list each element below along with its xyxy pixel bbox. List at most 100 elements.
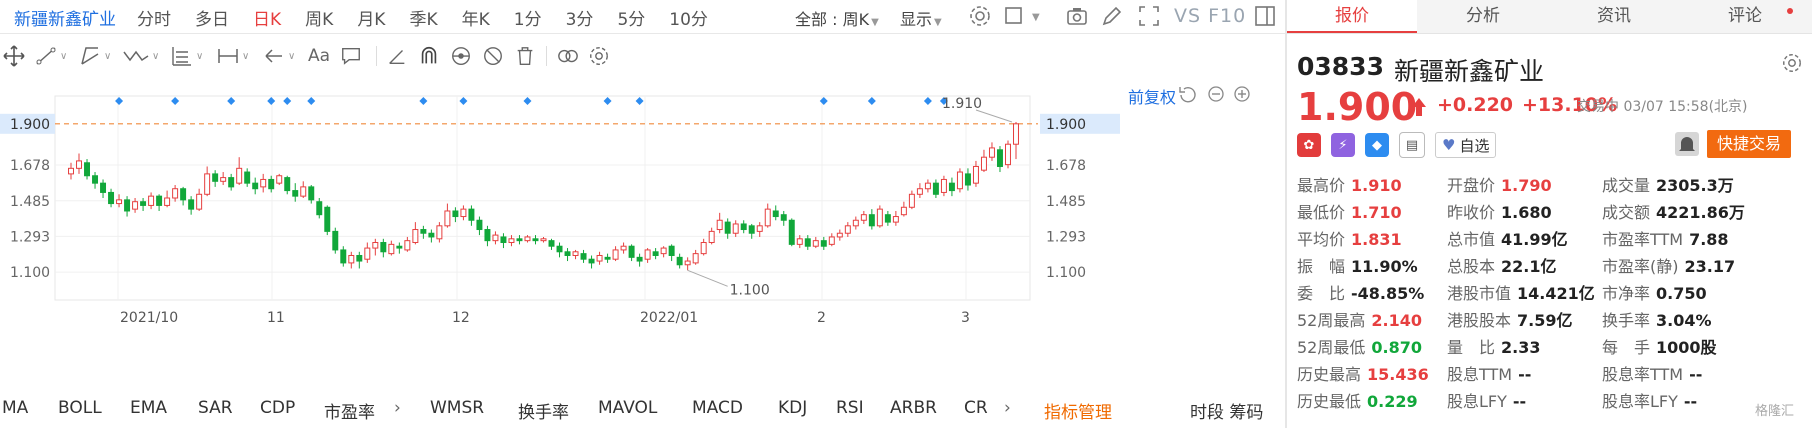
y-tick-label: 1.293 (1046, 229, 1086, 245)
period-tab[interactable]: 5分 (617, 10, 646, 30)
document-icon[interactable]: ▤ (1399, 132, 1425, 158)
delete-icon[interactable] (514, 42, 536, 70)
magnet-icon[interactable] (418, 42, 440, 70)
candle-body (700, 242, 707, 255)
stat-value: 7.88 (1689, 230, 1729, 249)
chevron-down-icon[interactable]: ▼ (1032, 12, 1040, 23)
stat-value: 15.436 (1367, 365, 1429, 384)
indicator-tab[interactable]: MACD (692, 398, 743, 418)
candle-body (884, 214, 891, 223)
y-tick-label: 1.485 (10, 194, 50, 210)
gear-icon[interactable] (968, 4, 992, 28)
indicator-tab[interactable]: MA (2, 398, 29, 418)
stat-value: 1.831 (1351, 230, 1402, 249)
color-box-icon[interactable] (1003, 4, 1027, 28)
indicator-tab[interactable]: MAVOL (598, 398, 658, 418)
line-icon[interactable]: ∨ (34, 42, 67, 70)
settings-icon[interactable] (588, 42, 610, 70)
display-select[interactable]: 显示 ▼ (900, 6, 942, 30)
period-tab[interactable]: 周K (305, 10, 334, 30)
stat-value: 1.680 (1501, 203, 1552, 222)
candle-body (908, 193, 915, 208)
fib-icon[interactable]: ∨ (170, 42, 203, 70)
stat-value: 11.90% (1351, 257, 1418, 276)
camera-icon[interactable] (1065, 4, 1089, 28)
panel-tab[interactable]: 分析 (1466, 6, 1500, 26)
period-tab[interactable]: 日K (253, 10, 282, 30)
note-icon[interactable] (340, 42, 362, 70)
vs-f10-button[interactable]: VS F10 (1174, 5, 1247, 27)
text-icon[interactable]: Aa (308, 46, 331, 66)
indicator-tab[interactable]: CDP (260, 398, 296, 418)
gear-icon[interactable] (1781, 52, 1803, 74)
indicator-tab[interactable]: WMSR (430, 398, 485, 418)
eye-icon[interactable] (450, 42, 472, 70)
indicator-tab[interactable]: BOLL (58, 398, 102, 418)
panel-tab[interactable]: 报价 (1287, 0, 1417, 33)
watchlist-button[interactable]: ♥ 自选 (1435, 132, 1497, 158)
connect-icon[interactable]: ⚡ (1331, 133, 1355, 157)
indicator-tab[interactable]: 市盈率 (324, 403, 375, 423)
candle-body (236, 167, 243, 184)
indicator-tab[interactable]: CR (964, 398, 988, 418)
indicator-tab[interactable]: ARBR (890, 398, 937, 418)
candle-body (836, 232, 843, 238)
candle-body (540, 238, 547, 242)
zoom-out-icon[interactable] (1208, 86, 1224, 102)
toolbar-divider (546, 46, 547, 66)
candle-body (476, 219, 483, 231)
arrow-icon[interactable]: ∨ (262, 42, 295, 70)
indicator-tab[interactable]: EMA (130, 398, 168, 418)
candle-body (484, 229, 491, 242)
tag-icon[interactable]: ◆ (1365, 133, 1389, 157)
period-tab[interactable]: 季K (409, 10, 438, 30)
wave-icon[interactable]: ∨ (122, 42, 159, 70)
zoom-in-icon[interactable] (1234, 86, 1250, 102)
candle-body (660, 247, 667, 255)
stock-name-tab[interactable]: 新疆新鑫矿业 (14, 10, 116, 30)
bell-icon[interactable] (1675, 132, 1699, 156)
quick-trade-button[interactable]: 快捷交易 (1707, 130, 1792, 158)
event-marker-icon (819, 97, 828, 105)
fullscreen-icon[interactable] (1137, 4, 1161, 28)
candle-body (420, 229, 427, 234)
reset-icon[interactable] (1179, 87, 1196, 103)
candle-body (772, 210, 779, 218)
panel-tab[interactable]: 资讯 (1597, 6, 1631, 26)
period-tab[interactable]: 1分 (513, 10, 542, 30)
scope-select-label: 全部 : 周K (795, 10, 870, 29)
event-marker-icon (523, 97, 532, 105)
channel-icon[interactable]: ∨ (78, 42, 111, 70)
candle-body (412, 229, 419, 244)
chevron-right-icon[interactable]: › (394, 398, 401, 418)
panel-tab[interactable]: 评论 (1728, 6, 1762, 26)
period-tab[interactable]: 多日 (195, 10, 229, 30)
indicator-tab[interactable]: 换手率 (518, 403, 569, 423)
candle-body (812, 240, 819, 247)
hk-flag-icon[interactable]: ✿ (1297, 133, 1321, 157)
candle-body (764, 208, 771, 227)
pencil-icon[interactable] (1100, 4, 1124, 28)
chevron-right-icon[interactable]: › (1004, 398, 1011, 418)
candlestick-chart[interactable]: 1.678 1.678 1.485 1.485 1.293 1.293 1.100 1.100… (0, 78, 1285, 388)
period-tab[interactable]: 3分 (565, 10, 594, 30)
adjust-mode-select[interactable]: 前复权 (1128, 88, 1177, 107)
period-tab[interactable]: 月K (357, 10, 386, 30)
move-icon[interactable] (2, 42, 26, 70)
period-tab[interactable]: 分时 (137, 10, 171, 30)
stat-label: 成交量 (1602, 176, 1651, 195)
indicator-tab[interactable]: KDJ (778, 398, 808, 418)
candle-body (460, 208, 467, 218)
indicator-manage-button[interactable]: 指标管理 (1044, 403, 1112, 423)
indicator-tab[interactable]: RSI (836, 398, 864, 418)
indicator-tab[interactable]: SAR (198, 398, 233, 418)
period-chip-tabs[interactable]: 时段 筹码 (1190, 403, 1264, 423)
period-tab[interactable]: 10分 (669, 10, 708, 30)
scope-select[interactable]: 全部 : 周K ▼ (795, 6, 879, 30)
angle-icon[interactable] (386, 42, 408, 70)
hide-icon[interactable] (482, 42, 504, 70)
sidebar-toggle-icon[interactable] (1253, 4, 1277, 28)
period-tab[interactable]: 年K (461, 10, 490, 30)
link-icon[interactable] (556, 42, 580, 70)
range-icon[interactable]: ∨ (216, 42, 249, 70)
